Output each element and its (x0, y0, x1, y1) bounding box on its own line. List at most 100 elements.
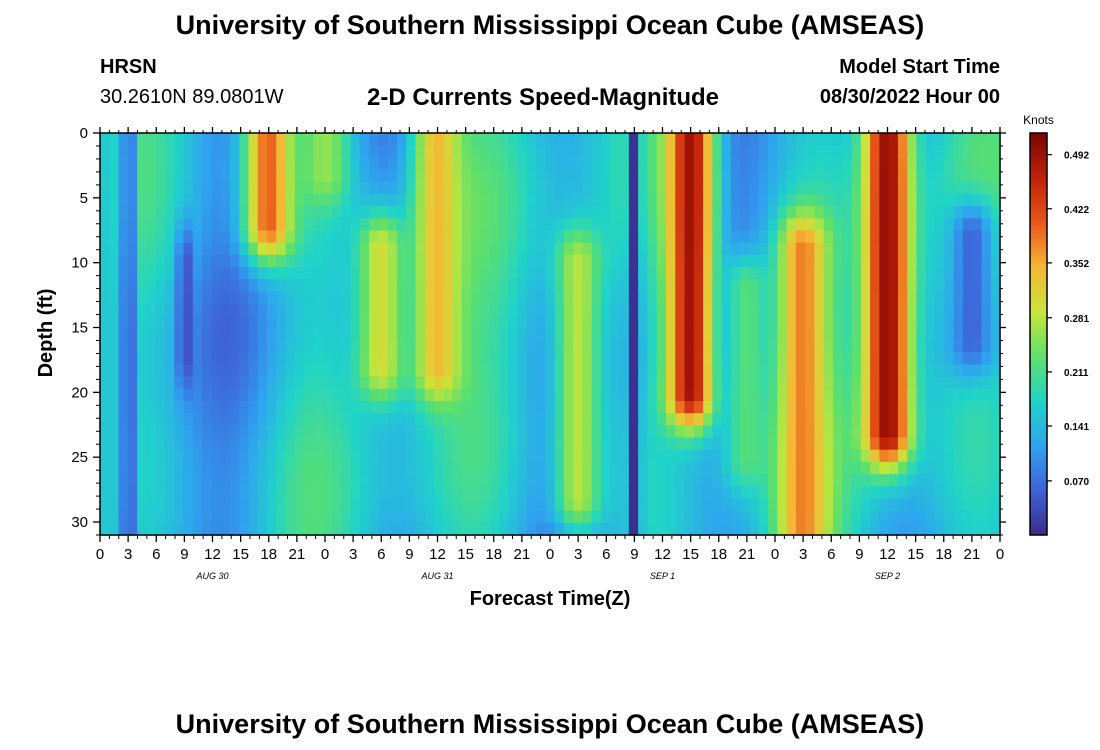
heatmap-cell (545, 364, 556, 378)
heatmap-cell (257, 291, 268, 305)
heatmap-cell (387, 254, 398, 268)
heatmap-cell (842, 437, 853, 451)
colorbar-tick-label: 0.281 (1064, 314, 1089, 325)
heatmap-cell (257, 376, 268, 390)
heatmap-cell (832, 206, 843, 219)
heatmap-cell (118, 230, 129, 244)
heatmap-cell (805, 522, 816, 536)
heatmap-cell (378, 230, 389, 244)
heatmap-cell (610, 449, 621, 463)
heatmap-cell (860, 267, 871, 280)
heatmap-cell (304, 181, 314, 195)
heatmap-cell (944, 461, 955, 475)
heatmap-cell (721, 474, 732, 487)
heatmap-cell (109, 425, 120, 439)
y-tick-label: 25 (71, 449, 88, 466)
heatmap-cell (851, 169, 862, 183)
heatmap-cell (860, 327, 871, 341)
heatmap-cell (591, 437, 602, 451)
heatmap-cell (489, 267, 500, 280)
heatmap-cell (517, 315, 528, 329)
heatmap-cell (350, 461, 361, 475)
heatmap-cell (591, 474, 602, 487)
heatmap-cell (517, 449, 528, 463)
heatmap-cell (638, 315, 649, 329)
heatmap-cell (953, 279, 964, 292)
heatmap-cell (554, 291, 565, 305)
heatmap-cell (146, 340, 157, 353)
heatmap-cell (480, 242, 491, 256)
heatmap-cell (573, 498, 584, 512)
heatmap-cell (851, 510, 862, 524)
heatmap-cell (870, 193, 880, 207)
heatmap-cell (563, 218, 574, 232)
heatmap-cell (127, 510, 138, 524)
heatmap-cell (675, 206, 686, 219)
heatmap-cell (480, 340, 491, 353)
heatmap-cell (415, 437, 426, 451)
heatmap-cell (396, 267, 407, 280)
heatmap-cell (610, 303, 621, 317)
heatmap-cell (480, 449, 491, 463)
heatmap-cell (610, 254, 621, 268)
heatmap-cell (471, 157, 482, 171)
heatmap-cell (703, 193, 713, 207)
heatmap-cell (563, 401, 574, 414)
heatmap-cell (888, 169, 899, 183)
heatmap-cell (443, 157, 454, 171)
heatmap-cell (712, 206, 723, 219)
heatmap-cell (962, 230, 973, 244)
heatmap-cell (155, 181, 166, 195)
heatmap-cell (378, 206, 389, 219)
heatmap-cell (164, 230, 175, 244)
heatmap-cell (229, 291, 240, 305)
heatmap-cell (239, 145, 250, 158)
heatmap-cell (591, 291, 602, 305)
heatmap-cell (972, 206, 983, 219)
heatmap-cell (164, 449, 175, 463)
heatmap-cell (591, 206, 602, 219)
heatmap-cell (285, 279, 296, 292)
heatmap-cell (434, 157, 444, 171)
heatmap-cell (684, 181, 695, 195)
heatmap-cell (693, 474, 704, 487)
heatmap-cell (109, 279, 120, 292)
heatmap-cell (944, 206, 955, 219)
x-tick-label: 12 (879, 546, 896, 563)
heatmap-cell (508, 522, 519, 536)
heatmap-cell (693, 364, 704, 378)
heatmap-cell (870, 291, 880, 305)
heatmap-cell (842, 401, 853, 414)
heatmap-cell (359, 486, 370, 500)
heatmap-cell (610, 474, 621, 487)
heatmap-cell (341, 340, 352, 353)
heatmap-cell (331, 218, 342, 232)
heatmap-cell (109, 401, 120, 414)
heatmap-cell (832, 461, 843, 475)
heatmap-cell (267, 498, 277, 512)
heatmap-cell (962, 401, 973, 414)
heatmap-cell (619, 474, 630, 487)
heatmap-cell (573, 133, 584, 146)
heatmap-cell (730, 291, 741, 305)
heatmap-cell (378, 169, 389, 183)
heatmap-cell (248, 522, 259, 536)
heatmap-cell (443, 291, 454, 305)
heatmap-cell (740, 327, 751, 341)
heatmap-cell (554, 303, 565, 317)
heatmap-cell (183, 327, 194, 341)
heatmap-cell (832, 291, 843, 305)
heatmap-cell (870, 327, 880, 341)
heatmap-cell (155, 218, 166, 232)
heatmap-cell (248, 340, 259, 353)
heatmap-cell (526, 133, 537, 146)
heatmap-cell (192, 193, 203, 207)
heatmap-cell (721, 291, 732, 305)
heatmap-cell (276, 486, 287, 500)
heatmap-cell (786, 242, 797, 256)
heatmap-cell (443, 437, 454, 451)
heatmap-cell (127, 522, 138, 536)
heatmap-cell (183, 133, 194, 146)
heatmap-cell (730, 145, 741, 158)
heatmap-cell (907, 522, 918, 536)
